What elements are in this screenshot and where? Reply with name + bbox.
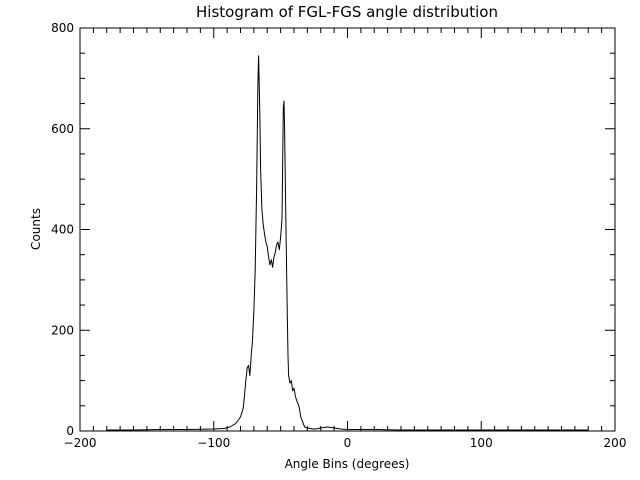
y-axis-label: Counts (29, 208, 43, 250)
chart-title: Histogram of FGL-FGS angle distribution (196, 3, 498, 21)
x-tick-label: −200 (64, 436, 97, 450)
x-tick-label: 0 (344, 436, 352, 450)
series-layer (106, 55, 589, 431)
y-tick-label: 600 (51, 122, 74, 136)
x-tick-label: 100 (470, 436, 493, 450)
x-tick-label: 200 (604, 436, 627, 450)
x-tick-label: −100 (197, 436, 230, 450)
plot-frame (79, 27, 616, 432)
y-axis: 0 200 400 600 800 (51, 21, 615, 438)
x-axis: −200 −100 0 100 200 (64, 28, 627, 450)
series-line (106, 55, 589, 431)
x-axis-label: Angle Bins (degrees) (285, 457, 410, 471)
y-tick-label: 0 (66, 424, 74, 438)
y-tick-label: 400 (51, 223, 74, 237)
y-tick-label: 800 (51, 21, 74, 35)
plot-border (79, 27, 616, 432)
y-tick-label: 200 (51, 323, 74, 337)
